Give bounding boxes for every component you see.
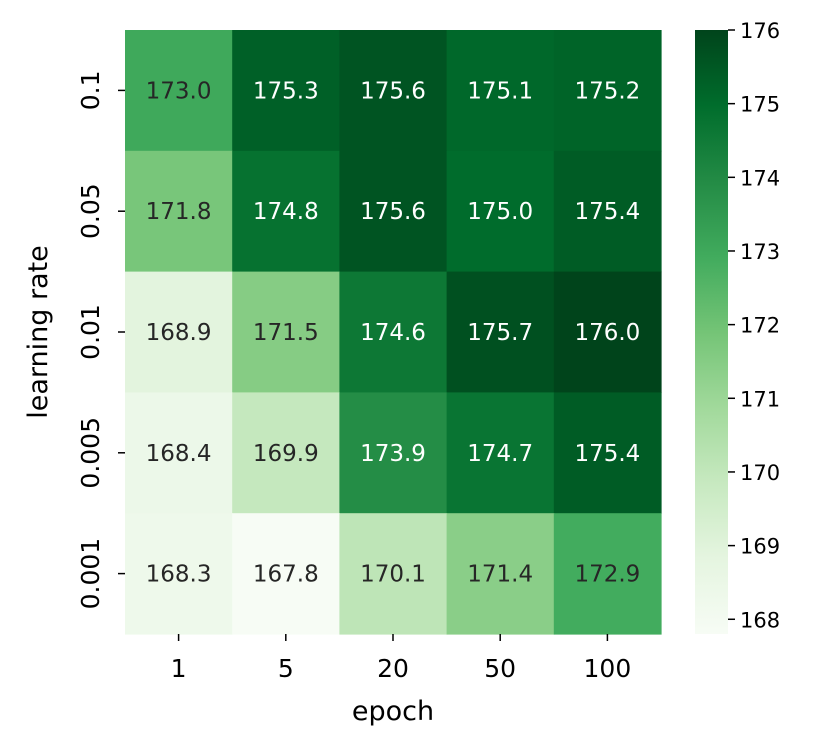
heatmap-cells <box>125 30 662 635</box>
cell-value-label: 172.9 <box>574 562 640 588</box>
colorbar-tick-label: 175 <box>740 93 780 117</box>
cell-value-label: 174.6 <box>360 320 426 346</box>
heatmap-cell <box>553 271 662 393</box>
cell-value-label: 175.3 <box>253 78 319 104</box>
x-axis-label: epoch <box>352 696 434 727</box>
y-axis: 0.1 0.05 0.01 0.005 0.001 <box>76 71 125 610</box>
cell-value-label: 171.5 <box>253 320 319 346</box>
heatmap-cell <box>553 392 662 514</box>
cell-value-label: 176.0 <box>574 320 640 346</box>
heatmap-cell <box>232 150 340 273</box>
heatmap-cell <box>339 513 448 635</box>
y-axis-label: learning rate <box>23 245 54 419</box>
heatmap-cell <box>553 30 662 152</box>
heatmap-cell <box>553 150 662 273</box>
heatmap-cell <box>125 30 233 152</box>
cell-value-label: 175.4 <box>574 199 640 225</box>
x-tick-label: 20 <box>377 654 409 683</box>
heatmap-cell <box>125 513 233 635</box>
cell-value-label: 175.0 <box>467 199 533 225</box>
colorbar-tick-label: 169 <box>740 535 780 559</box>
cell-value-label: 174.8 <box>253 199 319 225</box>
heatmap-cell <box>125 150 233 273</box>
cell-value-label: 175.4 <box>574 441 640 467</box>
cell-value-label: 167.8 <box>253 562 319 588</box>
cell-value-label: 173.0 <box>146 78 212 104</box>
heatmap-cell <box>232 30 340 152</box>
cell-value-label: 175.6 <box>360 199 426 225</box>
cell-value-label: 170.1 <box>360 562 426 588</box>
cell-value-label: 171.8 <box>146 199 212 225</box>
cell-value-label: 174.7 <box>467 441 533 467</box>
heatmap-cell <box>339 392 448 514</box>
y-tick-label: 0.05 <box>76 183 105 239</box>
y-tick-label: 0.005 <box>76 417 105 489</box>
colorbar-tick-label: 176 <box>740 19 780 43</box>
x-tick-label: 50 <box>484 654 516 683</box>
heatmap-cell <box>446 30 555 152</box>
x-tick-label: 100 <box>584 654 632 683</box>
x-axis: 1 5 20 50 100 <box>171 634 632 683</box>
colorbar-tick-label: 174 <box>740 166 780 190</box>
colorbar <box>695 30 728 634</box>
colorbar-tick-label: 168 <box>740 608 780 632</box>
heatmap-cell <box>232 271 340 393</box>
heatmap-cell <box>446 513 555 635</box>
heatmap-cell <box>125 271 233 393</box>
heatmap-cell <box>446 271 555 393</box>
heatmap-cell <box>232 513 340 635</box>
colorbar-tick-label: 171 <box>740 387 780 411</box>
cell-value-label: 168.9 <box>146 320 212 346</box>
cell-value-label: 175.6 <box>360 78 426 104</box>
heatmap-cell <box>125 392 233 514</box>
colorbar-tick-label: 172 <box>740 314 780 338</box>
cell-value-label: 171.4 <box>467 562 533 588</box>
cell-value-label: 175.2 <box>574 78 640 104</box>
y-tick-label: 0.001 <box>76 538 105 610</box>
cell-value-label: 169.9 <box>253 441 319 467</box>
heatmap-cell <box>446 150 555 273</box>
cell-value-label: 175.1 <box>467 78 533 104</box>
cell-value-label: 168.3 <box>146 562 212 588</box>
heatmap-cell <box>232 392 340 514</box>
cell-value-label: 175.7 <box>467 320 533 346</box>
heatmap-cell <box>339 271 448 393</box>
heatmap-cell <box>446 392 555 514</box>
heatmap-cell <box>553 513 662 635</box>
heatmap-cell <box>339 150 448 273</box>
x-tick-label: 5 <box>278 654 294 683</box>
colorbar-tick-label: 170 <box>740 461 780 485</box>
colorbar-ticks: 168 169 170 171 172 173 174 175 176 <box>728 19 780 632</box>
y-tick-label: 0.01 <box>76 304 105 360</box>
heatmap-cell <box>339 30 448 152</box>
colorbar-tick-label: 173 <box>740 240 780 264</box>
y-tick-label: 0.1 <box>76 71 105 111</box>
heatmap-cell-labels: 173.0 175.3 175.6 175.1 175.2 171.8 174.8 175.6… <box>146 78 641 587</box>
cell-value-label: 173.9 <box>360 441 426 467</box>
cell-value-label: 168.4 <box>146 441 212 467</box>
x-tick-label: 1 <box>171 654 187 683</box>
